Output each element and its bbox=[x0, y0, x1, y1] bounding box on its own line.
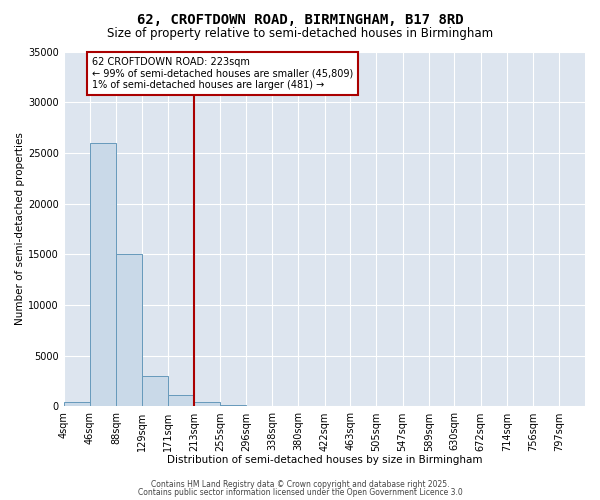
Bar bbox=[194, 402, 220, 406]
Bar bbox=[90, 143, 116, 406]
Bar bbox=[116, 254, 142, 406]
Text: 62 CROFTDOWN ROAD: 223sqm
← 99% of semi-detached houses are smaller (45,809)
1% : 62 CROFTDOWN ROAD: 223sqm ← 99% of semi-… bbox=[92, 56, 353, 90]
Bar bbox=[168, 396, 194, 406]
Bar bbox=[64, 402, 90, 406]
Bar bbox=[142, 376, 168, 406]
Text: Size of property relative to semi-detached houses in Birmingham: Size of property relative to semi-detach… bbox=[107, 28, 493, 40]
Text: 62, CROFTDOWN ROAD, BIRMINGHAM, B17 8RD: 62, CROFTDOWN ROAD, BIRMINGHAM, B17 8RD bbox=[137, 12, 463, 26]
Y-axis label: Number of semi-detached properties: Number of semi-detached properties bbox=[15, 132, 25, 326]
Text: Contains public sector information licensed under the Open Government Licence 3.: Contains public sector information licen… bbox=[137, 488, 463, 497]
Text: Contains HM Land Registry data © Crown copyright and database right 2025.: Contains HM Land Registry data © Crown c… bbox=[151, 480, 449, 489]
X-axis label: Distribution of semi-detached houses by size in Birmingham: Distribution of semi-detached houses by … bbox=[167, 455, 482, 465]
